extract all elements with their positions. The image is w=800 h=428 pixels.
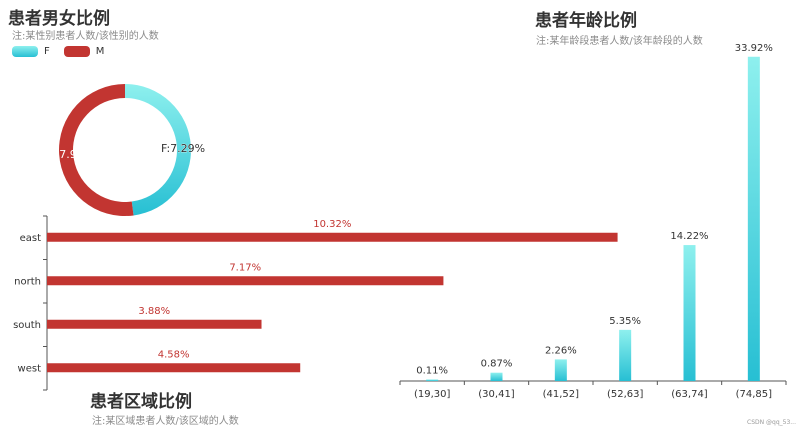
age-bar-4 xyxy=(683,245,696,381)
legend-label-f: F xyxy=(44,46,50,57)
age-chart-subtitle: 注:某年龄段患者人数/该年龄段的人数 xyxy=(536,36,703,47)
legend-label-m: M xyxy=(95,46,105,57)
age-data-label: 0.87% xyxy=(481,359,513,370)
age-bar-3 xyxy=(619,329,632,381)
age-bar-0 xyxy=(426,379,439,381)
age-tick-label: (74,85] xyxy=(736,389,773,400)
gender-legend[interactable]: F M xyxy=(12,46,112,57)
age-bar-chart: 0.11% (19,30] 0.87% (30,41] 2.26% (41,52] 5.35… xyxy=(399,43,787,400)
age-data-label: 0.11% xyxy=(416,366,448,377)
legend-swatch-f xyxy=(12,46,38,57)
age-data-label: 2.26% xyxy=(545,345,577,356)
watermark: CSDN @qq_53... xyxy=(747,419,796,426)
region-tick-label: east xyxy=(20,233,41,244)
age-tick-label: (41,52] xyxy=(543,389,580,400)
region-bar-chart: east 10.32% north 7.17% south 3.88% west 4.58% xyxy=(13,215,618,391)
region-bar-south xyxy=(47,319,262,329)
region-bar-west xyxy=(47,363,301,373)
age-chart-title: 患者年龄比例 xyxy=(535,11,637,31)
region-data-label: 3.88% xyxy=(138,306,170,317)
legend-item-m[interactable]: M xyxy=(63,46,105,57)
pie-slice-m xyxy=(59,84,134,216)
pie-label-m: M:7.92% xyxy=(46,148,94,161)
legend-swatch-m xyxy=(63,46,90,57)
pie-slice-f xyxy=(125,84,192,216)
region-data-label: 10.32% xyxy=(313,219,351,230)
age-data-label: 14.22% xyxy=(670,231,708,242)
age-data-label: 5.35% xyxy=(609,316,641,327)
age-bar-5 xyxy=(747,56,760,381)
legend-item-f[interactable]: F xyxy=(12,46,50,57)
region-bar-east xyxy=(47,232,618,242)
age-data-label: 33.92% xyxy=(735,43,773,54)
region-tick-label: south xyxy=(13,320,41,331)
age-tick-label: (19,30] xyxy=(414,389,451,400)
age-tick-label: (52,63] xyxy=(607,389,644,400)
region-tick-label: west xyxy=(18,363,42,374)
region-tick-label: north xyxy=(14,276,41,287)
region-data-label: 4.58% xyxy=(158,349,190,360)
region-bar-north xyxy=(47,276,444,286)
gender-chart-title: 患者男女比例 xyxy=(8,9,110,29)
region-chart-subtitle: 注:某区域患者人数/该区域的人数 xyxy=(92,416,239,427)
gender-pie: F:7.29% M:7.92% xyxy=(46,84,205,216)
region-data-label: 7.17% xyxy=(229,262,261,273)
age-bar-1 xyxy=(490,372,503,381)
region-chart-title: 患者区域比例 xyxy=(90,392,192,412)
age-bar-2 xyxy=(554,359,567,381)
pie-label-f: F:7.29% xyxy=(161,142,205,155)
age-tick-label: (63,74] xyxy=(671,389,708,400)
age-tick-label: (30,41] xyxy=(478,389,515,400)
gender-chart-subtitle: 注:某性别患者人数/该性别的人数 xyxy=(12,31,159,42)
